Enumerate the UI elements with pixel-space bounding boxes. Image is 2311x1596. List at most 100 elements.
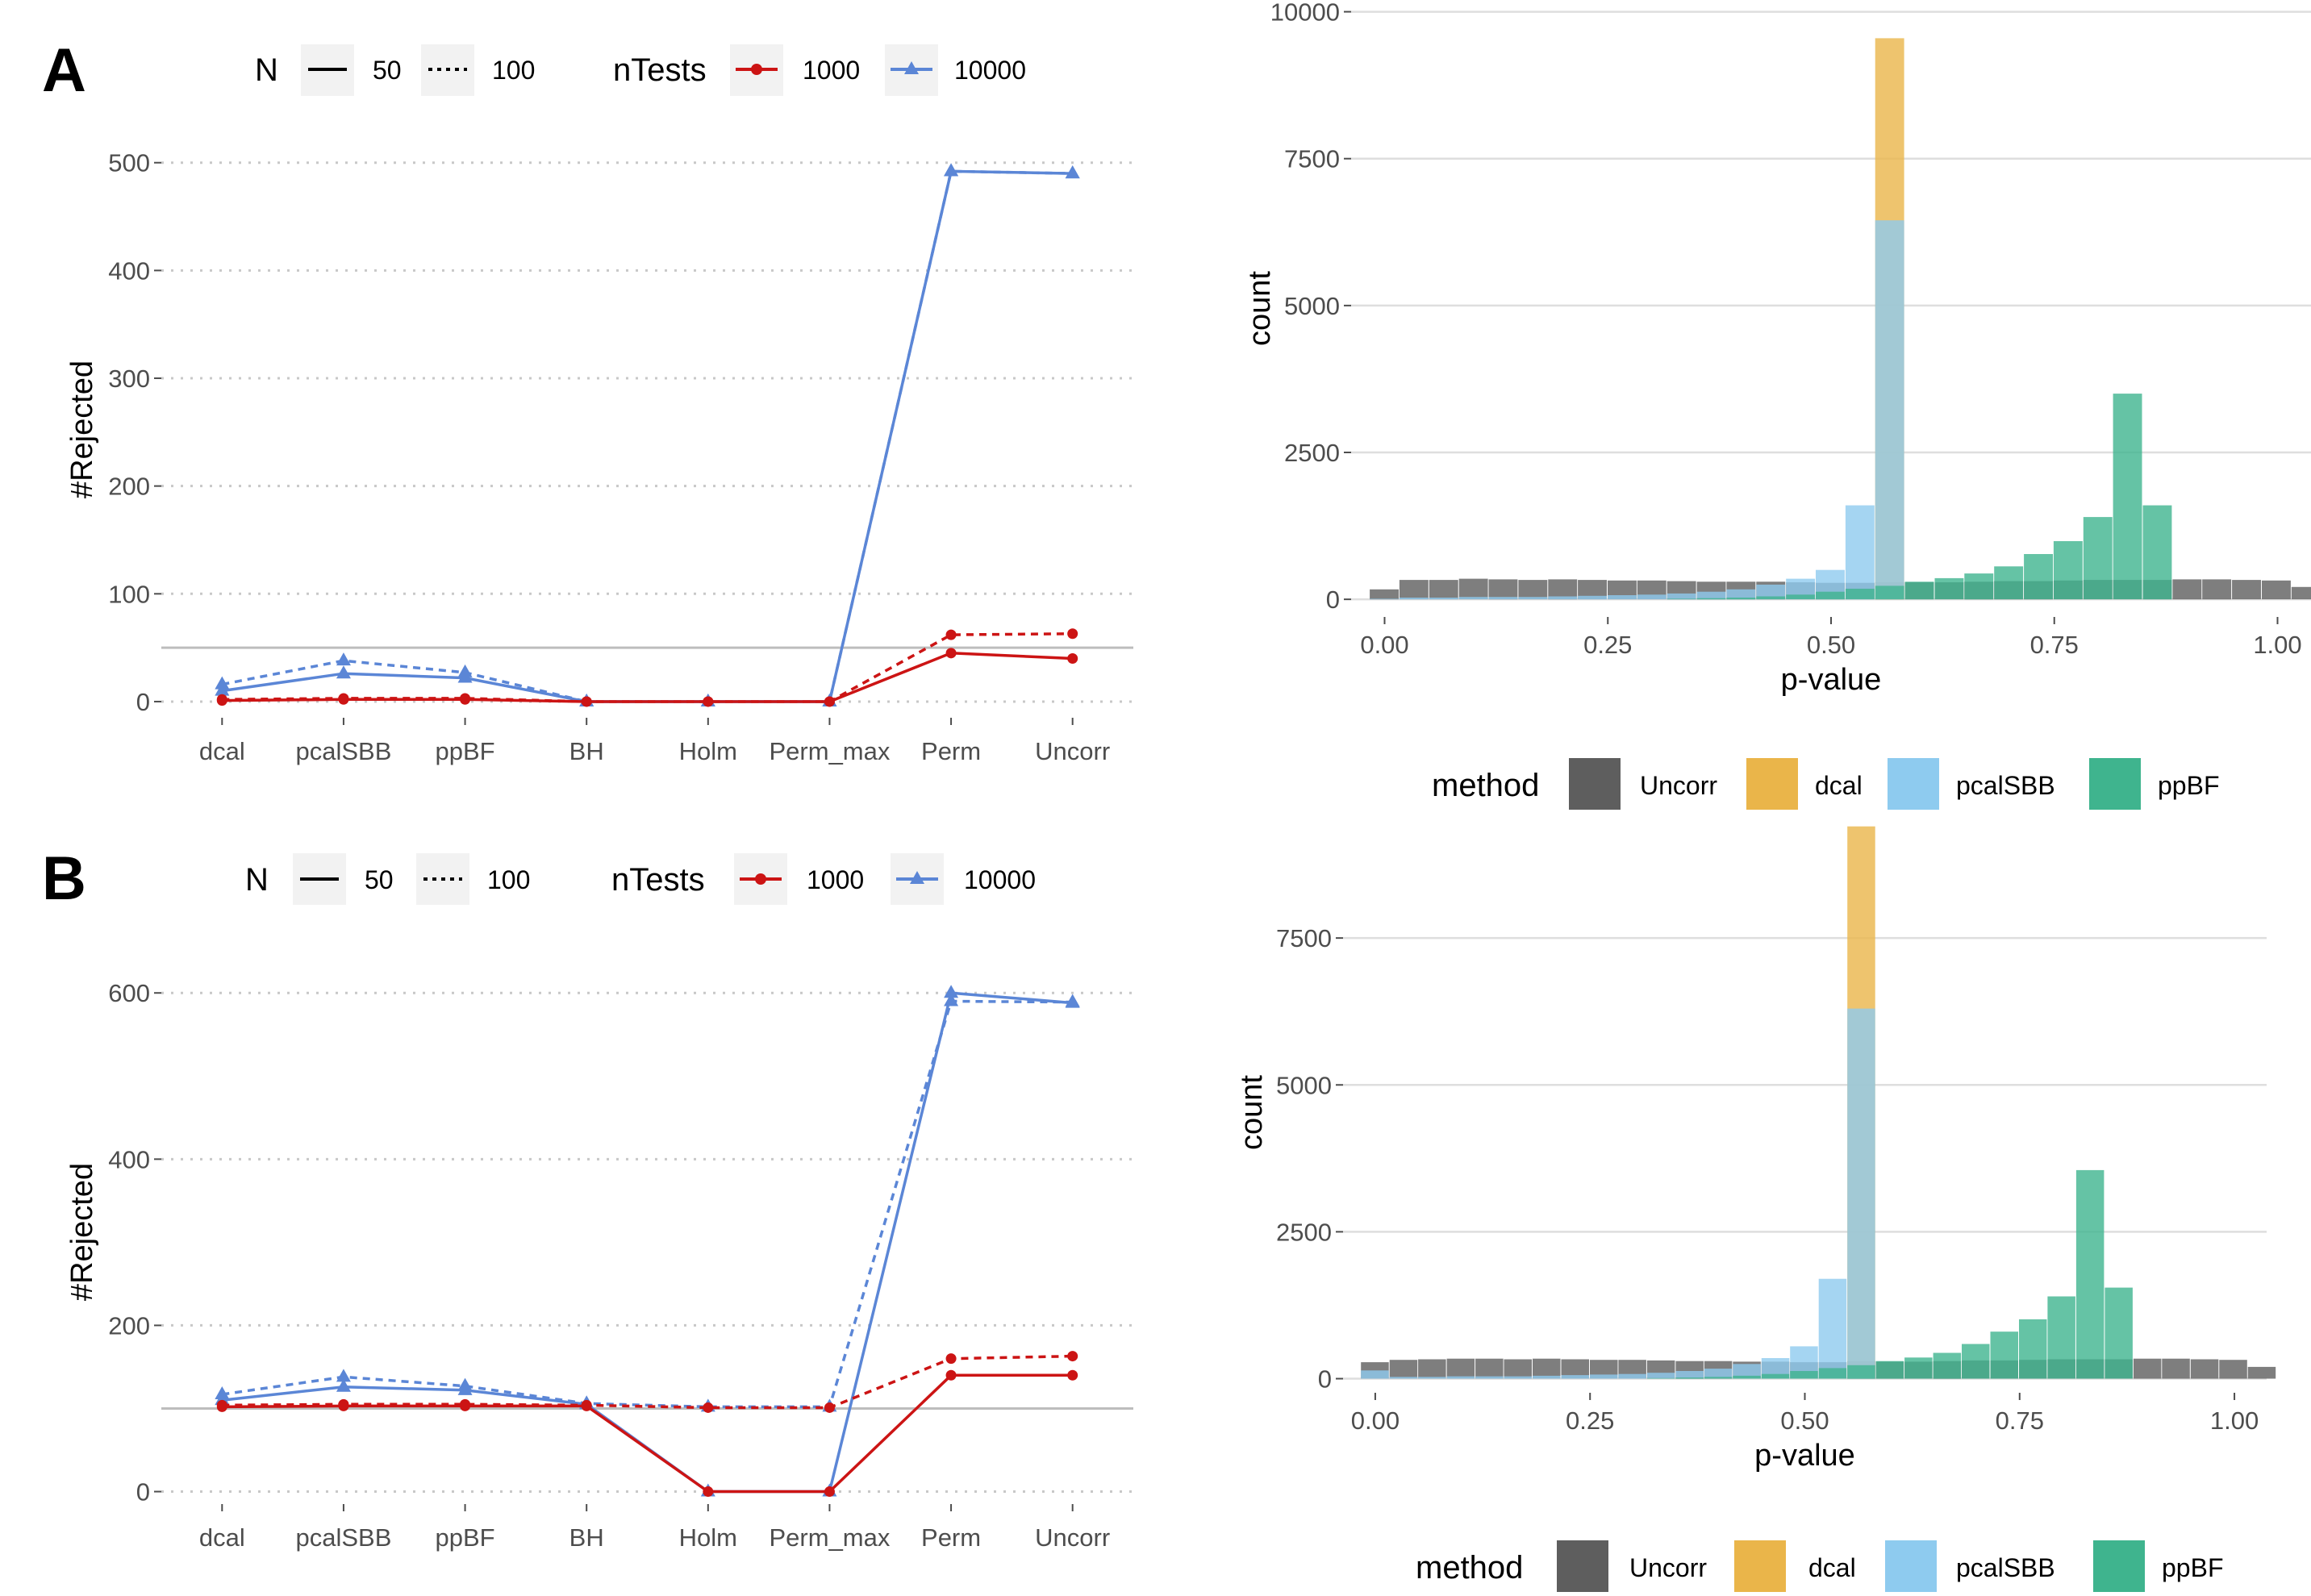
series-line: [221, 169, 1073, 703]
y-tick-label: 5000: [1276, 1071, 1332, 1099]
histogram-bar: [1608, 595, 1637, 600]
line-legend-b: N 50 100 nTests 1000 10000: [245, 853, 1036, 905]
x-tick-label: Holm: [679, 1523, 737, 1552]
histogram-bar: [2172, 579, 2202, 600]
series-line: [222, 169, 1073, 703]
x-tick-label: 0.25: [1566, 1406, 1614, 1435]
histogram-bar: [1847, 1365, 1875, 1379]
histogram-bar: [1675, 1371, 1704, 1379]
legend-n-label-50: 50: [365, 865, 394, 894]
histogram-bar: [1488, 597, 1518, 600]
histogram-bar: [1399, 580, 1429, 600]
legend-n-label-100: 100: [492, 56, 535, 85]
data-point: [1067, 652, 1078, 664]
x-tick-label: ppBF: [436, 737, 495, 765]
histogram-bar: [1733, 1375, 1761, 1379]
y-axis-title: count: [1235, 1075, 1269, 1150]
series-line: [222, 1373, 1073, 1494]
histogram-bar: [1990, 1331, 2018, 1379]
data-point: [336, 652, 351, 666]
x-tick-label: Uncorr: [1035, 737, 1110, 765]
y-tick-label: 5000: [1284, 292, 1340, 320]
x-tick-label: 0.00: [1360, 631, 1408, 659]
histogram-bar: [1675, 1377, 1704, 1379]
legend-n-label-100: 100: [487, 865, 530, 894]
data-point: [1067, 628, 1078, 640]
histogram-bar: [1845, 589, 1875, 600]
y-tick-label: 200: [108, 1311, 150, 1340]
legend-n-title: N: [245, 862, 269, 898]
data-point: [336, 1369, 351, 1382]
y-tick-label: 7500: [1276, 924, 1332, 952]
histogram-bar: [2142, 505, 2172, 600]
y-tick-label: 0: [136, 688, 150, 716]
y-tick-label: 100: [108, 580, 150, 608]
legend-swatch-dcal: [1734, 1540, 1786, 1592]
histogram-bar: [1994, 566, 2024, 600]
data-point: [1067, 1369, 1078, 1381]
data-point: [581, 696, 592, 707]
histogram-bar: [1418, 1359, 1446, 1379]
histogram-bar: [1761, 1373, 1790, 1379]
y-tick-label: 7500: [1284, 145, 1340, 173]
data-point: [1065, 994, 1080, 1007]
histogram-bar: [1548, 596, 1578, 600]
data-point: [944, 985, 959, 998]
histogram-b: 0 2500 5000 7500 0.00 0.25 0.50 0.75 1.00 p-value…: [1235, 826, 2276, 1473]
data-point: [944, 993, 959, 1006]
histogram-bar: [2219, 1360, 2247, 1379]
histogram-bar: [1590, 1374, 1618, 1379]
legend-swatch-pcalsbb: [1888, 758, 1939, 810]
histogram-bar: [1458, 597, 1488, 600]
data-point: [336, 1378, 351, 1392]
panel-label-a: A: [42, 36, 86, 105]
histogram-bar: [2247, 1366, 2276, 1379]
histogram-bar: [1667, 593, 1696, 600]
data-point: [945, 629, 957, 640]
histogram-bar: [2075, 1169, 2105, 1379]
data-point: [1065, 165, 1080, 179]
legend-swatch-ppbf: [2093, 1540, 2145, 1592]
legend-method-label: pcalSBB: [1956, 771, 2055, 800]
data-point: [336, 665, 351, 679]
x-tick-label: ppBF: [436, 1523, 495, 1552]
histogram-bar: [1667, 598, 1696, 600]
y-tick-label: 0: [1318, 1365, 1332, 1394]
x-tick-label: 0.50: [1780, 1406, 1829, 1435]
x-tick-label: Perm: [921, 1523, 981, 1552]
histogram-bar: [1904, 581, 1934, 600]
data-point: [216, 1399, 227, 1411]
histogram-bar: [2291, 586, 2311, 600]
histogram-bar: [2047, 1296, 2075, 1379]
histogram-bar: [1370, 598, 1399, 600]
histogram-bar: [1756, 584, 1786, 600]
series-line: [222, 632, 1073, 703]
data-point: [338, 693, 349, 704]
histogram-bar: [1504, 1376, 1532, 1379]
histogram-bar: [1504, 1359, 1532, 1379]
data-point: [216, 694, 227, 705]
x-tick-label: Perm: [921, 737, 981, 765]
histogram-bar: [2083, 517, 2113, 600]
histogram-bar: [1618, 1373, 1646, 1379]
legend-n-label-50: 50: [373, 56, 402, 85]
histogram-bar: [2162, 1358, 2190, 1379]
x-tick-label: 0.75: [1996, 1406, 2044, 1435]
x-tick-label: dcal: [199, 1523, 245, 1552]
histogram-bar: [1488, 579, 1518, 600]
histogram-bar: [1429, 598, 1458, 600]
series-line: [222, 999, 1073, 1409]
histogram-bar: [2232, 580, 2261, 600]
data-point: [215, 682, 230, 696]
y-tick-label: 300: [108, 365, 150, 393]
data-point: [945, 648, 957, 659]
x-tick-label: BH: [569, 1523, 604, 1552]
histogram-bar: [1370, 589, 1399, 600]
y-axis-title: count: [1243, 271, 1277, 346]
histogram-bar: [2133, 1358, 2162, 1379]
histogram-bar: [1533, 1375, 1561, 1379]
y-axis-title: #Rejected: [65, 1163, 99, 1301]
histogram-bar: [1608, 580, 1637, 600]
data-point: [338, 1398, 349, 1410]
data-point: [460, 1398, 471, 1410]
